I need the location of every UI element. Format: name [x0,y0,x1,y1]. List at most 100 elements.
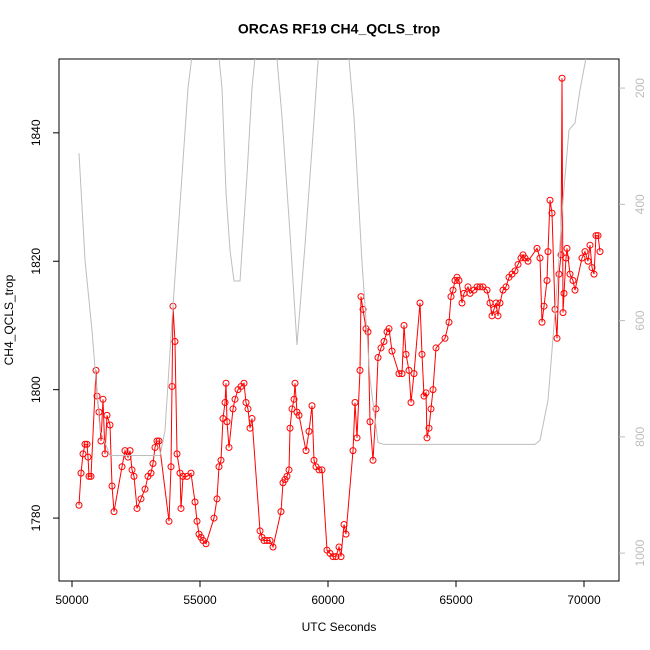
data-point [256,527,264,535]
y2-tick-label: 800 [633,427,647,447]
data-point [538,318,546,326]
data-point [372,405,380,413]
data-point [101,450,109,458]
data-point [202,540,210,548]
data-point [171,338,179,346]
data-point [353,434,361,442]
data-point [137,495,145,503]
data-point [332,553,340,561]
data-point [315,466,323,474]
data-point [193,517,201,525]
chart-title: ORCAS RF19 CH4_QCLS_trop [238,21,440,37]
data-point [221,399,229,407]
data-point [151,443,159,451]
data-point [562,254,570,262]
data-point [449,286,457,294]
data-point [291,379,299,387]
data-point [359,305,367,313]
data-point [285,466,293,474]
data-point [124,453,132,461]
data-point [548,209,556,217]
y-axis-label: CH4_QCLS_trop [2,274,16,365]
data-point [305,427,313,435]
data-point [295,411,303,419]
data-point [524,257,532,265]
data-point [167,463,175,471]
data-point [546,196,554,204]
data-point [410,370,418,378]
data-point [246,424,254,432]
data-point [121,447,129,455]
data-point [558,74,566,82]
data-point [187,469,195,477]
data-point [566,270,574,278]
data-point [432,344,440,352]
data-point [490,305,498,313]
data-point [231,395,239,403]
data-point [395,370,403,378]
data-point [543,277,551,285]
data-point [179,472,187,480]
data-point [217,456,225,464]
data-point [147,469,155,477]
data-point [269,543,277,551]
y2-tick-label: 400 [633,194,647,214]
data-point [536,254,544,262]
data-point [494,312,502,320]
data-point [581,248,589,256]
data-point [229,405,237,413]
data-point [308,402,316,410]
data-point [87,472,95,480]
data-point [445,318,453,326]
data-point [586,241,594,249]
data-point [240,379,248,387]
data-point [242,399,250,407]
data-point [335,543,343,551]
data-point [266,537,274,545]
data-point [225,443,233,451]
data-point [464,283,472,291]
data-point [377,344,385,352]
data-point [385,325,393,333]
y2-tick-label: 200 [633,78,647,98]
y-tick-label: 1820 [29,248,43,275]
data-point [106,421,114,429]
data-point [502,283,510,291]
data-point [544,248,552,256]
data-point [422,389,430,397]
data-point [302,447,310,455]
y-tick-label: 1840 [29,119,43,146]
y-tick-label: 1780 [29,504,43,531]
data-point [128,466,136,474]
data-point [364,328,372,336]
data-point [596,248,604,256]
data-point [153,437,161,445]
data-point [425,424,433,432]
data-point [569,277,577,285]
data-point [563,244,571,252]
data-point [215,463,223,471]
data-point [349,447,357,455]
data-point [155,437,163,445]
x-tick-label: 65000 [439,593,473,607]
data-point [441,334,449,342]
plot-area [75,59,604,561]
data-point [492,299,500,307]
data-point [571,286,579,294]
x-tick-label: 60000 [311,593,345,607]
data-point [85,472,93,480]
x-tick-label: 55000 [183,593,217,607]
data-point [540,302,548,310]
data-point [402,350,410,358]
data-point [366,418,374,426]
data-point [356,366,364,374]
data-point [594,232,602,240]
data-point [405,366,413,374]
y2-tick-label: 600 [633,310,647,330]
data-point [496,299,504,307]
data-point [560,289,568,297]
data-point [342,530,350,538]
data-point [584,257,592,265]
data-point [133,504,141,512]
